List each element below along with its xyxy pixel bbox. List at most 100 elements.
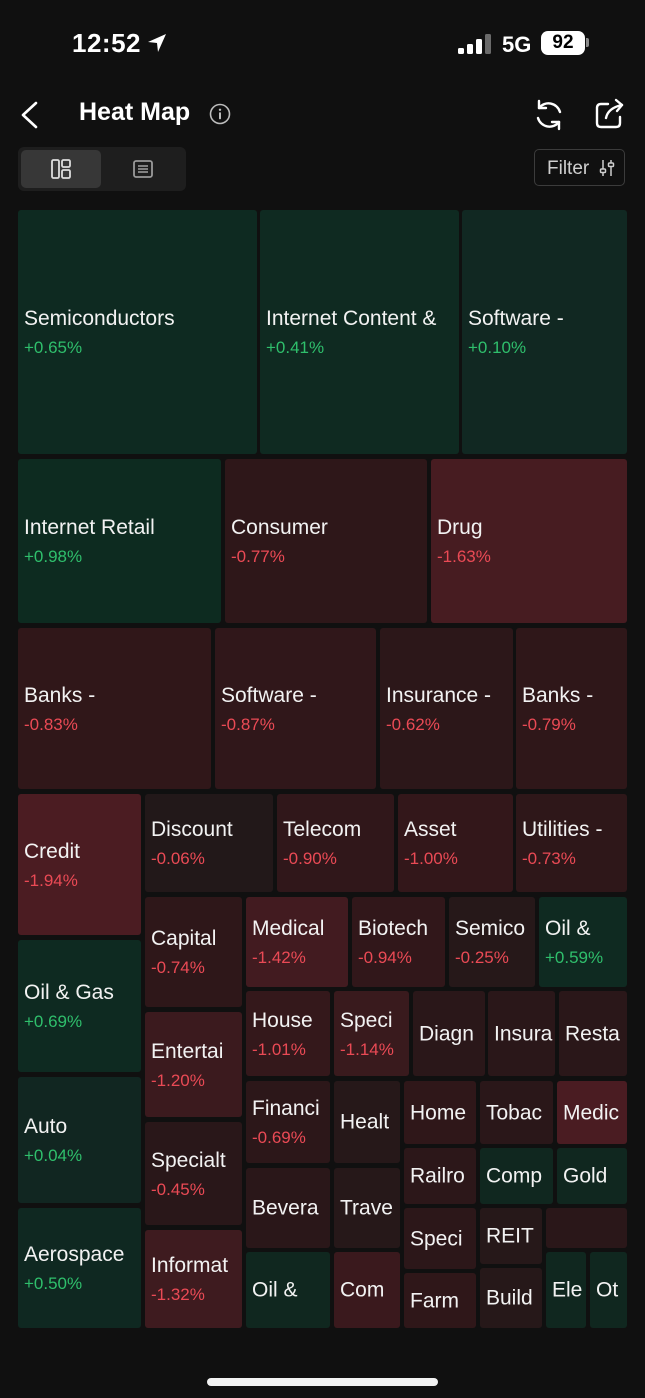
- tile-content: Trave: [340, 1196, 398, 1221]
- heatmap-tile[interactable]: Tobac: [480, 1081, 553, 1144]
- tile-content: Entertai -1.20%: [151, 1039, 240, 1091]
- heatmap-tile[interactable]: [546, 1208, 627, 1248]
- tile-change: -0.90%: [283, 849, 337, 868]
- heatmap-tile[interactable]: Medic: [557, 1081, 627, 1144]
- heatmap-tile[interactable]: Utilities - -0.73%: [516, 794, 627, 892]
- heatmap-tile[interactable]: Railro: [404, 1148, 476, 1204]
- tile-change: -1.01%: [252, 1039, 306, 1059]
- heatmap-tile[interactable]: Speci: [404, 1208, 476, 1269]
- heatmap-tile[interactable]: Medical -1.42%: [246, 897, 348, 987]
- network-type: 5G: [502, 32, 532, 57]
- heatmap-tile[interactable]: Auto +0.04%: [18, 1077, 141, 1203]
- tile-change: -1.42%: [252, 948, 306, 967]
- heatmap-tile[interactable]: Capital -0.74%: [145, 897, 242, 1007]
- tile-name: Credit: [24, 839, 81, 863]
- tile-name: Build: [486, 1286, 533, 1310]
- heatmap-tile[interactable]: Specialt -0.45%: [145, 1122, 242, 1225]
- heatmap-tile[interactable]: Home: [404, 1081, 476, 1144]
- back-chevron-icon[interactable]: [14, 96, 48, 134]
- tile-content: Capital -0.74%: [151, 926, 240, 978]
- tile-change: +0.59%: [545, 948, 604, 967]
- tile-content: Healt: [340, 1110, 398, 1135]
- heatmap-tile[interactable]: Speci -1.14%: [334, 991, 409, 1076]
- info-icon[interactable]: [209, 103, 231, 125]
- heatmap-tile[interactable]: Banks - -0.79%: [516, 628, 627, 789]
- tile-change: +0.10%: [468, 338, 527, 357]
- heatmap-tile[interactable]: Software - -0.87%: [215, 628, 376, 789]
- heatmap-tile[interactable]: Oil & +0.59%: [539, 897, 627, 987]
- heatmap-view-button[interactable]: [21, 150, 101, 188]
- tile-change: -0.25%: [455, 948, 509, 967]
- heatmap-tile[interactable]: Telecom -0.90%: [277, 794, 394, 892]
- refresh-icon[interactable]: [531, 97, 567, 133]
- heatmap-tile[interactable]: Insura: [488, 991, 555, 1076]
- heatmap-tile[interactable]: Consumer -0.77%: [225, 459, 427, 623]
- heatmap-tile[interactable]: Gold: [557, 1148, 627, 1204]
- heatmap-tile[interactable]: Build: [480, 1268, 542, 1328]
- heatmap-tile[interactable]: Aerospace +0.50%: [18, 1208, 141, 1328]
- filter-button[interactable]: Filter: [534, 149, 625, 186]
- tile-change: +0.50%: [24, 1274, 83, 1293]
- heatmap-tile[interactable]: Semico -0.25%: [449, 897, 535, 987]
- heatmap-tile[interactable]: Informat -1.32%: [145, 1230, 242, 1328]
- heatmap-tile[interactable]: Insurance - -0.62%: [380, 628, 513, 789]
- tile-change: -1.20%: [151, 1070, 205, 1090]
- tile-name: Com: [340, 1278, 385, 1302]
- heatmap-tile[interactable]: Biotech -0.94%: [352, 897, 445, 987]
- tile-name: Capital: [151, 927, 217, 950]
- heatmap-tile[interactable]: Banks - -0.83%: [18, 628, 211, 789]
- tile-content: Banks - -0.83%: [24, 683, 209, 735]
- heatmap-tile[interactable]: Bevera: [246, 1168, 330, 1248]
- heatmap-tile[interactable]: Asset -1.00%: [398, 794, 513, 892]
- tile-content: Medic: [563, 1100, 625, 1125]
- heatmap-tile[interactable]: Drug -1.63%: [431, 459, 627, 623]
- heatmap-tile[interactable]: Internet Content & +0.41%: [260, 210, 459, 454]
- heatmap-tile[interactable]: Financi -0.69%: [246, 1081, 330, 1163]
- status-time: 12:52: [72, 28, 141, 58]
- heatmap-tile[interactable]: Semiconductors +0.65%: [18, 210, 257, 454]
- tile-content: Oil & +0.59%: [545, 916, 625, 968]
- status-bar: 12:52 5G 92: [0, 0, 645, 90]
- tile-name: Internet Retail: [24, 516, 155, 539]
- heatmap-tile[interactable]: Farm: [404, 1273, 476, 1328]
- heatmap-tile[interactable]: Oil &: [246, 1252, 330, 1328]
- heatmap-tile[interactable]: Resta: [559, 991, 627, 1076]
- heatmap-tile[interactable]: Discount -0.06%: [145, 794, 273, 892]
- heatmap-tile[interactable]: Entertai -1.20%: [145, 1012, 242, 1117]
- tile-content: Consumer -0.77%: [231, 515, 425, 567]
- tile-name: Software -: [221, 683, 317, 707]
- tile-name: Asset: [404, 818, 457, 841]
- tile-name: Telecom: [283, 818, 362, 841]
- tile-content: Aerospace +0.50%: [24, 1242, 139, 1294]
- battery-level: 92: [552, 32, 574, 53]
- tile-content: Resta: [565, 1021, 625, 1046]
- share-icon[interactable]: [592, 96, 628, 132]
- tile-change: -0.87%: [221, 714, 275, 734]
- heatmap-tile[interactable]: Trave: [334, 1168, 400, 1248]
- tile-content: Discount -0.06%: [151, 817, 271, 869]
- tile-content: Drug -1.63%: [437, 515, 625, 567]
- heatmap-tile[interactable]: Ele: [546, 1252, 586, 1328]
- tile-name: Insura: [494, 1022, 553, 1045]
- heatmap-tile[interactable]: Healt: [334, 1081, 400, 1163]
- tile-content: Credit -1.94%: [24, 839, 139, 891]
- list-view-button[interactable]: [103, 150, 183, 188]
- tile-name: Comp: [486, 1164, 543, 1188]
- tile-change: -0.45%: [151, 1179, 205, 1199]
- heatmap-tile[interactable]: Diagn: [413, 991, 485, 1076]
- heatmap-tile[interactable]: Com: [334, 1252, 400, 1328]
- heatmap-tile[interactable]: Ot: [590, 1252, 627, 1328]
- heatmap-tile[interactable]: Software - +0.10%: [462, 210, 627, 454]
- heatmap-tile[interactable]: Internet Retail +0.98%: [18, 459, 221, 623]
- tile-name: Banks -: [522, 683, 594, 707]
- heatmap-tile[interactable]: Oil & Gas +0.69%: [18, 940, 141, 1072]
- heatmap-tile[interactable]: REIT: [480, 1208, 542, 1264]
- tile-name: Semico: [455, 917, 526, 940]
- tile-content: Oil & Gas +0.69%: [24, 980, 139, 1032]
- heatmap-tile[interactable]: Credit -1.94%: [18, 794, 141, 935]
- heatmap-tile[interactable]: Comp: [480, 1148, 553, 1204]
- battery-cap: [586, 38, 589, 47]
- tile-content: Comp: [486, 1164, 551, 1189]
- heatmap-tile[interactable]: House -1.01%: [246, 991, 330, 1076]
- tile-change: -0.94%: [358, 948, 412, 967]
